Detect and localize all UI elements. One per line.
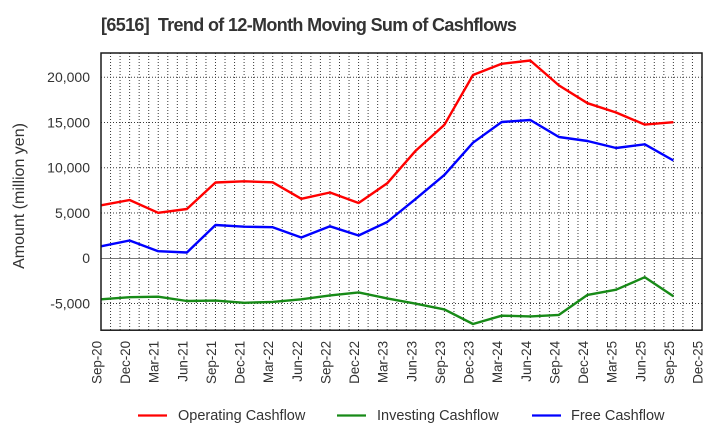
- svg-text:0: 0: [82, 250, 90, 266]
- svg-text:20,000: 20,000: [47, 69, 90, 85]
- svg-text:5,000: 5,000: [55, 205, 90, 221]
- svg-text:Mar-23: Mar-23: [376, 341, 391, 383]
- svg-text:[6516] Trend of 12-Month Movi: [6516] Trend of 12-Month Moving Sum of C…: [101, 15, 517, 35]
- svg-text:15,000: 15,000: [47, 115, 90, 131]
- svg-text:Jun-21: Jun-21: [175, 341, 190, 382]
- svg-text:Sep-22: Sep-22: [319, 341, 334, 384]
- svg-text:Dec-24: Dec-24: [576, 340, 591, 384]
- svg-text:Dec-20: Dec-20: [118, 341, 133, 384]
- svg-text:Mar-21: Mar-21: [147, 341, 162, 383]
- svg-text:Sep-25: Sep-25: [662, 341, 677, 384]
- svg-text:Mar-25: Mar-25: [605, 341, 620, 383]
- svg-text:Amount (million yen): Amount (million yen): [11, 123, 28, 269]
- svg-text:Mar-24: Mar-24: [490, 340, 505, 383]
- svg-text:Sep-21: Sep-21: [204, 341, 219, 384]
- svg-text:Jun-22: Jun-22: [290, 341, 305, 382]
- svg-text:-5,000: -5,000: [50, 295, 90, 311]
- svg-text:Jun-25: Jun-25: [633, 341, 648, 382]
- svg-text:Dec-22: Dec-22: [347, 341, 362, 384]
- svg-text:Investing Cashflow: Investing Cashflow: [377, 408, 499, 424]
- svg-text:Dec-21: Dec-21: [233, 341, 248, 384]
- svg-text:Sep-23: Sep-23: [433, 341, 448, 384]
- svg-text:Jun-23: Jun-23: [404, 341, 419, 382]
- svg-text:Sep-20: Sep-20: [90, 341, 105, 384]
- svg-text:Operating Cashflow: Operating Cashflow: [178, 408, 306, 424]
- svg-text:Jun-24: Jun-24: [519, 340, 534, 381]
- svg-text:Dec-25: Dec-25: [691, 341, 706, 384]
- svg-text:Sep-24: Sep-24: [547, 340, 562, 384]
- svg-text:Free Cashflow: Free Cashflow: [571, 408, 665, 424]
- svg-text:10,000: 10,000: [47, 160, 90, 176]
- svg-text:Dec-23: Dec-23: [462, 341, 477, 384]
- svg-text:Mar-22: Mar-22: [261, 341, 276, 383]
